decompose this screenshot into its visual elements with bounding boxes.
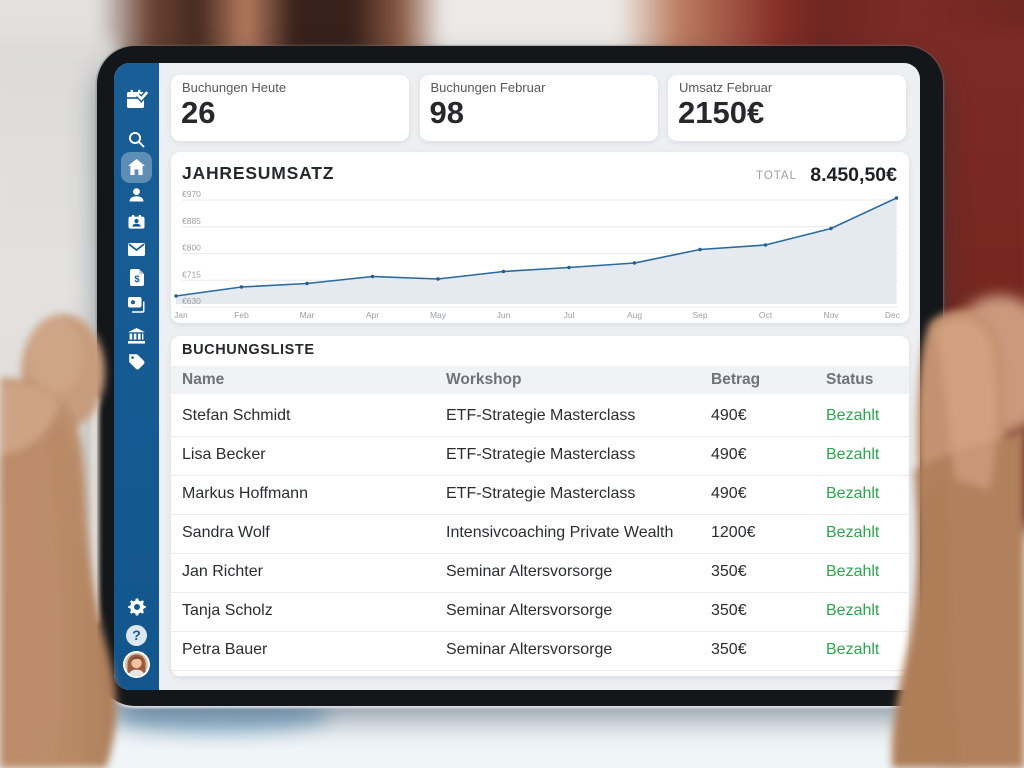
svg-text:€715: €715 (182, 269, 201, 279)
svg-text:€885: €885 (182, 216, 201, 226)
svg-text:€800: €800 (182, 243, 201, 253)
svg-text:Dec: Dec (885, 310, 901, 320)
svg-text:$: $ (134, 274, 140, 285)
svg-text:Apr: Apr (366, 310, 379, 320)
svg-text:May: May (430, 310, 447, 320)
svg-text:Jul: Jul (564, 310, 575, 320)
svg-text:Aug: Aug (627, 310, 642, 320)
svg-text:€970: €970 (182, 189, 201, 199)
svg-text:€630: €630 (182, 296, 201, 306)
svg-text:Feb: Feb (234, 310, 249, 320)
svg-text:Oct: Oct (759, 310, 773, 320)
svg-text:Mar: Mar (300, 310, 315, 320)
svg-text:Jun: Jun (497, 310, 511, 320)
svg-text:Jan: Jan (174, 310, 188, 320)
svg-text:Nov: Nov (823, 310, 839, 320)
svg-text:Sep: Sep (692, 310, 707, 320)
